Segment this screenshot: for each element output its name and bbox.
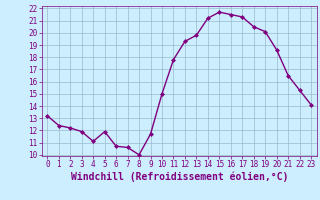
X-axis label: Windchill (Refroidissement éolien,°C): Windchill (Refroidissement éolien,°C) — [70, 172, 288, 182]
